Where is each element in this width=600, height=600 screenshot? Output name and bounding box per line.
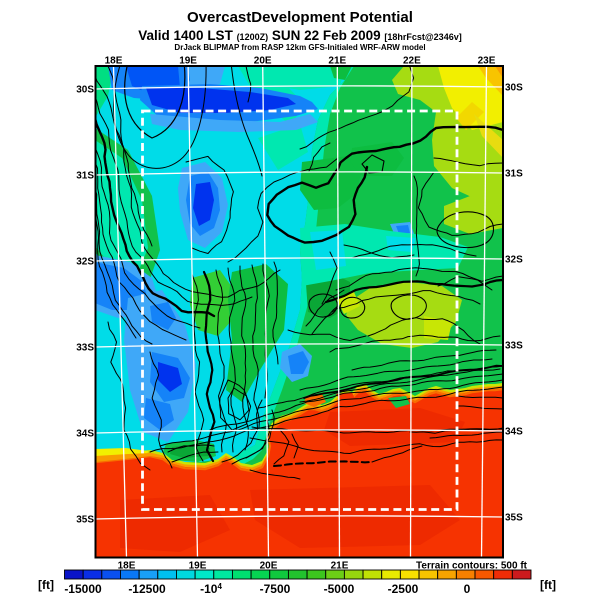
svg-text:18E: 18E xyxy=(118,561,136,572)
svg-text:18E: 18E xyxy=(105,56,123,67)
svg-text:35S: 35S xyxy=(505,513,523,524)
svg-text:20E: 20E xyxy=(260,561,278,572)
svg-text:[ft]: [ft] xyxy=(540,578,556,592)
svg-text:OvercastDevelopment Potential: OvercastDevelopment Potential xyxy=(187,9,413,26)
svg-text:-12500: -12500 xyxy=(128,582,166,596)
svg-text:-104: -104 xyxy=(200,582,222,596)
svg-text:31S: 31S xyxy=(505,169,523,180)
svg-text:22E: 22E xyxy=(403,56,421,67)
svg-text:33S: 33S xyxy=(76,343,94,354)
svg-text:0: 0 xyxy=(464,582,471,596)
svg-text:34S: 34S xyxy=(505,427,523,438)
svg-text:19E: 19E xyxy=(179,56,197,67)
svg-text:21E: 21E xyxy=(331,561,349,572)
svg-text:[ft]: [ft] xyxy=(38,578,54,592)
svg-text:32S: 32S xyxy=(76,257,94,268)
svg-text:-2500: -2500 xyxy=(388,582,419,596)
svg-text:33S: 33S xyxy=(505,341,523,352)
svg-text:35S: 35S xyxy=(76,515,94,526)
svg-text:20E: 20E xyxy=(254,56,272,67)
svg-text:34S: 34S xyxy=(76,429,94,440)
svg-text:-15000: -15000 xyxy=(64,582,102,596)
svg-text:30S: 30S xyxy=(505,83,523,94)
svg-text:-5000: -5000 xyxy=(324,582,355,596)
svg-text:DrJack BLIPMAP from RASP 12km: DrJack BLIPMAP from RASP 12km GFS-Initia… xyxy=(174,43,425,52)
svg-text:31S: 31S xyxy=(76,171,94,182)
svg-text:21E: 21E xyxy=(328,56,346,67)
svg-text:19E: 19E xyxy=(189,561,207,572)
svg-text:Terrain contours: 500 ft: Terrain contours: 500 ft xyxy=(416,561,528,572)
svg-text:-7500: -7500 xyxy=(260,582,291,596)
svg-text:32S: 32S xyxy=(505,255,523,266)
svg-text:23E: 23E xyxy=(478,56,496,67)
svg-text:Valid 1400 LST (1200Z) SUN 22: Valid 1400 LST (1200Z) SUN 22 Feb 2009 [… xyxy=(138,28,461,43)
svg-text:30S: 30S xyxy=(76,85,94,96)
